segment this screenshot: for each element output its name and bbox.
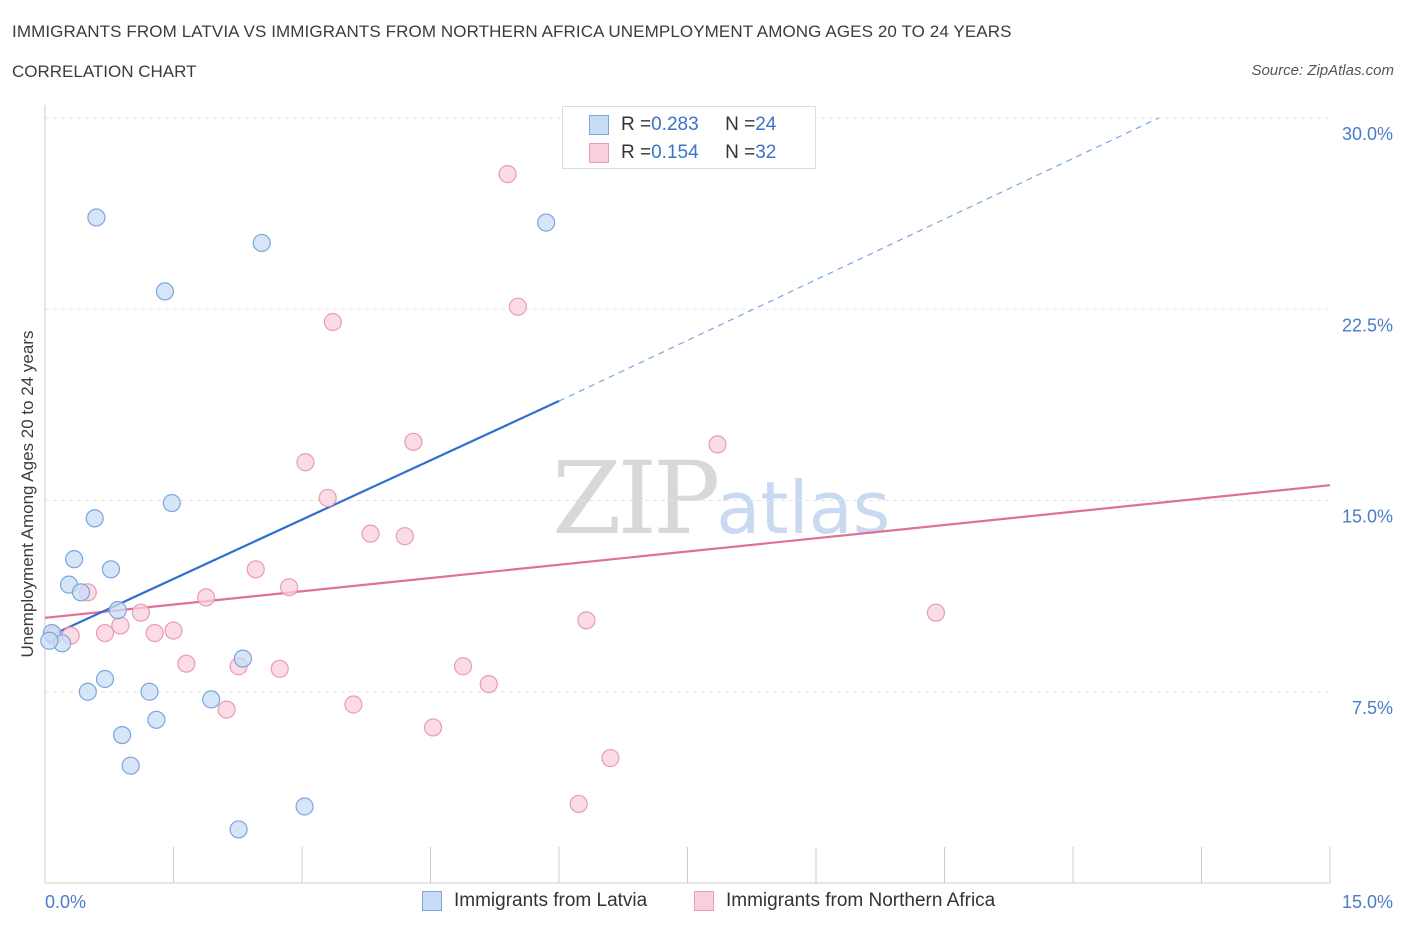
- point-nafrica: [577, 611, 596, 630]
- series-legend-swatch-nafrica: [694, 891, 714, 911]
- legend-r-value-nafrica: 0.154: [651, 142, 699, 163]
- point-latvia: [295, 797, 314, 816]
- legend-n-label-latvia: N =: [725, 114, 756, 135]
- point-latvia: [202, 690, 221, 709]
- series-legend-latvia[interactable]: Immigrants from Latvia: [422, 890, 647, 912]
- point-latvia: [155, 282, 175, 301]
- point-latvia: [121, 756, 140, 775]
- point-nafrica: [344, 695, 363, 714]
- point-nafrica: [131, 603, 151, 622]
- point-nafrica: [508, 297, 527, 316]
- point-latvia: [162, 493, 181, 513]
- point-nafrica: [361, 524, 380, 543]
- legend-r-label-latvia: R =: [621, 114, 652, 135]
- axis-layer: [44, 105, 1331, 884]
- point-layer: [40, 165, 946, 839]
- point-latvia: [101, 560, 121, 579]
- legend-row-nafrica: R = 0.154 N = 32: [589, 141, 776, 165]
- point-nafrica: [196, 588, 216, 607]
- chart-title: IMMIGRANTS FROM LATVIA VS IMMIGRANTS FRO…: [12, 22, 1012, 41]
- point-nafrica: [95, 623, 115, 643]
- point-nafrica: [569, 794, 588, 814]
- stats-legend: R = 0.283 N = 24 R = 0.154 N = 32: [562, 106, 816, 169]
- point-nafrica: [926, 603, 946, 622]
- point-nafrica: [601, 748, 620, 768]
- y-tick-label: 30.0%: [1342, 124, 1393, 144]
- point-latvia: [537, 213, 556, 232]
- point-nafrica: [145, 623, 164, 643]
- point-nafrica: [280, 578, 299, 597]
- series-legend-nafrica[interactable]: Immigrants from Northern Africa: [694, 890, 995, 912]
- series-legend-label-nafrica: Immigrants from Northern Africa: [726, 890, 996, 911]
- legend-n-value-latvia: 24: [755, 114, 777, 135]
- point-nafrica: [479, 674, 498, 694]
- watermark: ZIPatlas: [552, 440, 890, 557]
- point-nafrica: [708, 435, 727, 454]
- source-label: Source: ZipAtlas.com: [1251, 62, 1394, 79]
- series-legend-label-latvia: Immigrants from Latvia: [454, 890, 648, 911]
- point-latvia: [112, 725, 132, 745]
- y-tick-label: 15.0%: [1342, 507, 1393, 527]
- y-tick-label: 7.5%: [1352, 698, 1393, 718]
- y-axis-label: Unemployment Among Ages 20 to 24 years: [18, 330, 37, 658]
- grid-layer: [45, 117, 1330, 693]
- legend-r-label-nafrica: R =: [621, 142, 652, 163]
- point-nafrica: [323, 312, 342, 332]
- point-nafrica: [164, 621, 183, 640]
- series-legend: Immigrants from Latvia Immigrants from N…: [0, 890, 1406, 916]
- point-latvia: [85, 509, 104, 528]
- series-legend-swatch-latvia: [422, 891, 442, 911]
- point-nafrica: [423, 718, 443, 737]
- point-nafrica: [217, 700, 236, 719]
- trendline-latvia-extension: [558, 117, 1159, 402]
- legend-r-value-latvia: 0.283: [651, 114, 699, 135]
- point-latvia: [87, 208, 106, 227]
- point-latvia: [40, 631, 59, 650]
- point-nafrica: [111, 616, 130, 635]
- point-latvia: [229, 820, 248, 839]
- legend-n-value-nafrica: 32: [755, 142, 777, 163]
- point-nafrica: [453, 657, 473, 676]
- point-nafrica: [270, 659, 289, 678]
- x-tick-label: 15.0%: [1342, 892, 1393, 912]
- chart-subtitle: CORRELATION CHART: [12, 62, 197, 81]
- trendline-nafrica: [44, 484, 1331, 619]
- point-nafrica: [296, 453, 315, 472]
- point-nafrica: [498, 165, 517, 184]
- point-latvia: [78, 682, 97, 701]
- point-latvia: [140, 682, 159, 701]
- x-tick-label: 0.0%: [45, 892, 86, 912]
- point-latvia: [108, 601, 127, 620]
- trendline-latvia: [44, 400, 560, 640]
- point-latvia: [252, 233, 271, 253]
- watermark-atlas: atlas: [716, 466, 891, 550]
- point-nafrica: [246, 560, 265, 579]
- legend-swatch-nafrica: [589, 143, 609, 163]
- point-latvia: [233, 649, 252, 668]
- point-latvia: [71, 583, 91, 602]
- point-nafrica: [404, 432, 423, 451]
- point-latvia: [65, 550, 84, 569]
- point-latvia: [95, 669, 115, 689]
- legend-row-latvia: R = 0.283 N = 24: [589, 113, 776, 137]
- trend-layer: [44, 117, 1331, 640]
- point-nafrica: [395, 527, 414, 546]
- legend-n-label-nafrica: N =: [725, 142, 756, 163]
- point-nafrica: [318, 488, 337, 508]
- watermark-zip: ZIP: [552, 440, 720, 557]
- point-latvia: [147, 710, 166, 729]
- legend-swatch-latvia: [589, 115, 609, 135]
- y-tick-label: 22.5%: [1342, 315, 1393, 335]
- point-nafrica: [177, 654, 196, 673]
- label-layer: 7.5% 15.0% 22.5% 30.0% 0.0% 15.0%: [45, 124, 1393, 912]
